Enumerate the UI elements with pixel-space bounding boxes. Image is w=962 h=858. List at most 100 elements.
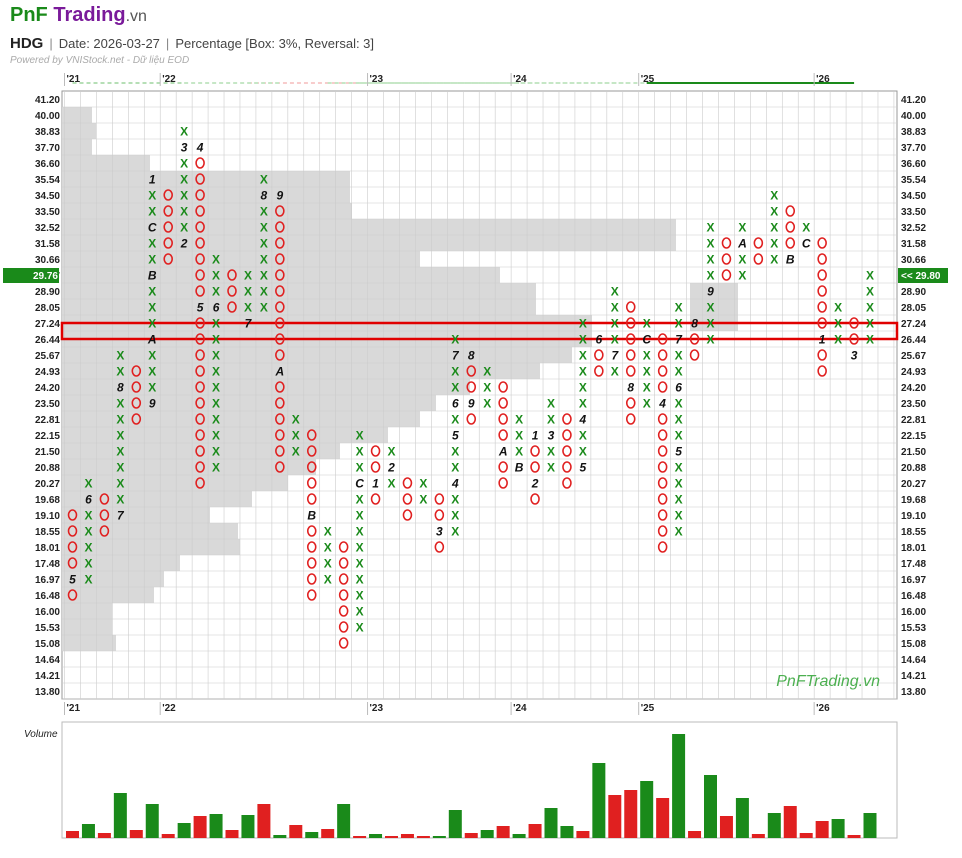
x-mark: X <box>212 429 220 443</box>
o-mark <box>275 253 285 265</box>
y-tick-label-left: 18.55 <box>35 527 60 538</box>
o-mark <box>306 477 317 489</box>
volume-profile-band <box>62 251 420 267</box>
o-mark <box>817 349 827 361</box>
x-mark: X <box>260 269 268 283</box>
o-mark <box>195 397 205 409</box>
x-mark: X <box>579 381 587 395</box>
y-tick-label-left: 22.81 <box>35 415 60 426</box>
y-tick-label-left: 25.67 <box>35 351 60 362</box>
x-mark: X <box>579 365 587 379</box>
o-mark <box>657 509 668 521</box>
month-marker: 5 <box>69 573 76 587</box>
month-marker: 1 <box>372 477 379 491</box>
month-marker: A <box>498 445 508 459</box>
month-marker: 5 <box>452 429 459 443</box>
x-mark: X <box>148 365 156 379</box>
x-mark: X <box>738 269 746 283</box>
o-mark <box>689 333 700 345</box>
x-mark: X <box>706 333 714 347</box>
month-marker: 4 <box>451 477 459 491</box>
o-mark <box>657 477 668 489</box>
x-mark: X <box>866 333 874 347</box>
o-mark <box>195 461 205 473</box>
o-mark <box>163 253 173 265</box>
o-mark <box>275 269 285 281</box>
x-mark: X <box>356 493 364 507</box>
volume-profile-band <box>62 203 352 219</box>
o-mark <box>67 589 78 601</box>
o-mark <box>817 317 827 329</box>
volume-profile-band <box>62 571 164 587</box>
volume-bar <box>640 781 654 838</box>
o-mark <box>195 333 205 345</box>
x-mark: X <box>419 477 427 491</box>
x-mark: X <box>611 317 619 331</box>
o-mark <box>338 573 349 585</box>
o-mark <box>657 413 668 425</box>
month-marker: 3 <box>548 429 555 443</box>
chart-axes: 41.20 41.20 40.00 40.00 38.83 38.83 37.70 37.70… <box>3 73 948 715</box>
x-mark: X <box>148 349 156 363</box>
volume-profile-band <box>62 219 676 235</box>
x-mark: X <box>770 205 778 219</box>
y-tick-label-right: 22.15 <box>901 431 926 442</box>
y-tick-label-right: 16.48 <box>901 591 926 602</box>
volume-profile-band <box>62 347 572 363</box>
o-mark <box>625 413 636 425</box>
x-mark: X <box>547 445 555 459</box>
o-mark <box>195 429 205 441</box>
brand-trading: Trading <box>53 4 126 26</box>
month-marker: 3 <box>436 525 443 539</box>
y-tick-label-right: 36.60 <box>901 159 926 170</box>
o-mark <box>67 525 78 537</box>
o-mark <box>625 301 636 313</box>
pnf-columns: 5X6XXXXXXX8XXXXXXX71XXCXXBXXXAXXX9X3XXXX… <box>67 125 874 649</box>
o-mark <box>849 317 859 329</box>
x-mark: X <box>579 349 587 363</box>
o-mark <box>195 365 205 377</box>
o-mark <box>753 237 764 249</box>
y-tick-label-right: 19.68 <box>901 495 926 506</box>
x-mark: X <box>706 221 714 235</box>
x-mark: X <box>148 285 156 299</box>
current-price-right: << 29.80 <box>901 271 941 282</box>
o-mark <box>227 301 237 313</box>
o-mark <box>625 397 636 409</box>
x-mark: X <box>212 349 220 363</box>
o-mark <box>498 397 508 409</box>
o-mark <box>657 349 668 361</box>
x-mark: X <box>180 189 188 203</box>
volume-bar <box>704 775 717 838</box>
x-mark: X <box>834 333 842 347</box>
brand-logo[interactable]: PnF Trading.vn <box>10 4 147 27</box>
x-mark: X <box>356 573 364 587</box>
x-mark: X <box>180 205 188 219</box>
o-mark <box>275 221 285 233</box>
y-tick-label-right: 18.55 <box>901 527 926 538</box>
year-label-bottom: '23 <box>370 703 384 714</box>
x-mark: X <box>84 541 92 555</box>
o-mark <box>67 541 78 553</box>
o-mark <box>625 349 636 361</box>
volume-bar <box>321 829 335 838</box>
watermark: PnFTrading.vn <box>776 673 880 690</box>
volume-bar <box>416 836 430 838</box>
x-mark: X <box>834 301 842 315</box>
x-mark: X <box>212 445 220 459</box>
o-mark <box>530 493 540 505</box>
x-mark: X <box>116 477 124 491</box>
x-mark: X <box>260 237 268 251</box>
volume-bar <box>719 816 733 838</box>
o-mark <box>338 589 349 601</box>
x-mark: X <box>387 445 395 459</box>
o-mark <box>402 477 413 489</box>
volume-bar <box>81 824 95 838</box>
volume-bar <box>113 793 127 838</box>
y-tick-label-right: 27.24 <box>901 319 926 330</box>
o-mark <box>721 269 732 281</box>
y-tick-label-right: 38.83 <box>901 127 926 138</box>
x-mark: X <box>451 445 459 459</box>
volume-bar <box>767 813 781 838</box>
y-tick-label-left: 17.48 <box>35 559 60 570</box>
